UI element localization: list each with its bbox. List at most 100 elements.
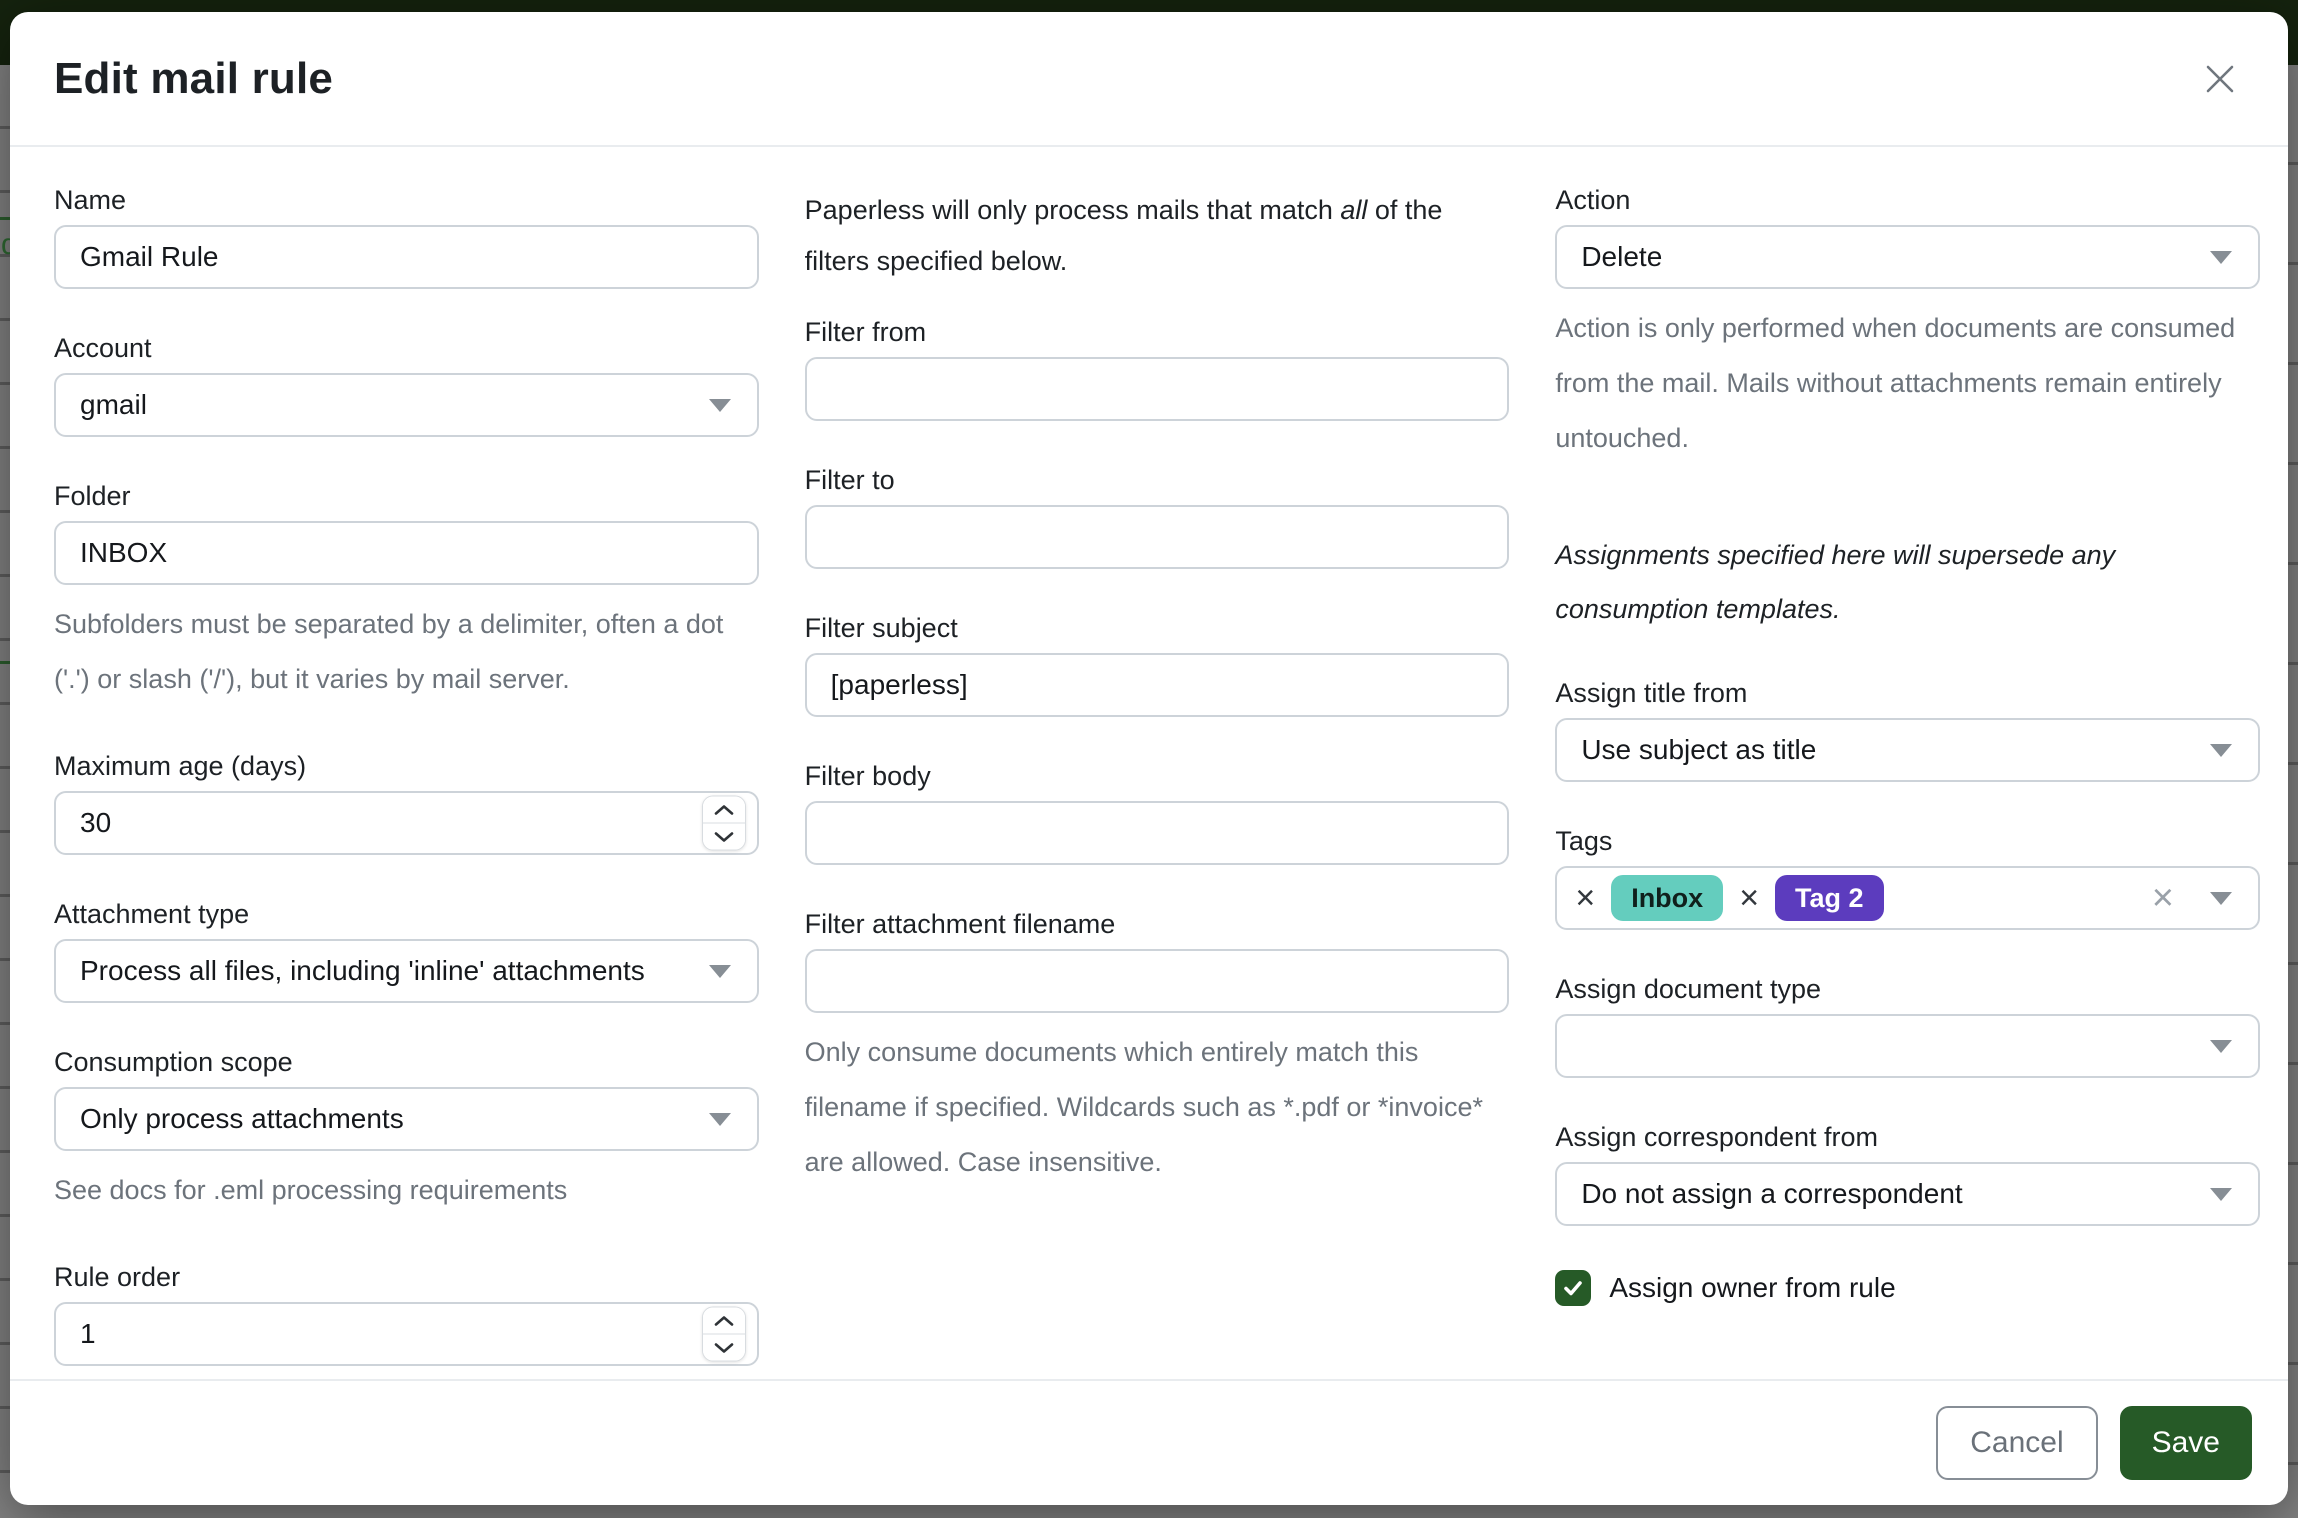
dimmed-green-border-bottom [0, 661, 12, 664]
action-label: Action [1555, 185, 1631, 215]
number-stepper [701, 795, 746, 851]
assign-doctype-label: Assign document type [1555, 974, 1821, 1004]
chevron-down-icon [2210, 251, 2232, 264]
chevron-down-icon [2210, 1040, 2232, 1053]
column-filters: Paperless will only process mails that m… [804, 185, 1510, 1379]
tag-remove-icon[interactable]: × [1575, 879, 1596, 917]
tags-clear-icon[interactable]: × [2151, 877, 2174, 919]
save-button[interactable]: Save [2119, 1406, 2252, 1480]
account-label: Account [54, 333, 152, 363]
dimmed-page-rows-left [0, 65, 12, 1518]
dialog-footer: Cancel Save [10, 1379, 2288, 1505]
name-group: Name Gmail Rule [54, 185, 759, 289]
attachment-type-group: Attachment type Process all files, inclu… [54, 899, 759, 1003]
tags-group: Tags × Inbox × Tag 2 × [1555, 826, 2260, 930]
filter-body-label: Filter body [804, 761, 931, 791]
tags-multiselect[interactable]: × Inbox × Tag 2 × [1555, 866, 2260, 930]
filter-attachment-help: Only consume documents which entirely ma… [804, 1037, 1483, 1177]
dialog-body: Name Gmail Rule Account gmail Folder INB… [10, 147, 2288, 1379]
filter-body-input[interactable] [804, 801, 1510, 865]
assign-correspondent-value: Do not assign a correspondent [1581, 1178, 1963, 1209]
assign-owner-row: Assign owner from rule [1555, 1270, 2260, 1306]
action-value: Delete [1581, 241, 1663, 272]
chevron-down-icon [714, 831, 733, 842]
checkmark-icon [1564, 1281, 1583, 1296]
filter-to-input[interactable] [804, 505, 1510, 569]
tags-label: Tags [1555, 826, 1613, 856]
rule-order-group: Rule order 1 [54, 1262, 759, 1366]
name-value: Gmail Rule [80, 241, 219, 272]
dialog-header: Edit mail rule [10, 12, 2288, 147]
attachment-type-label: Attachment type [54, 899, 250, 929]
name-label: Name [54, 185, 127, 215]
chevron-up-icon [714, 804, 733, 815]
filter-from-group: Filter from [804, 317, 1510, 421]
close-icon [2206, 65, 2234, 92]
close-button[interactable] [2192, 51, 2248, 107]
filter-attachment-label: Filter attachment filename [804, 909, 1116, 939]
filter-subject-label: Filter subject [804, 613, 958, 643]
chevron-down-icon [2210, 1188, 2232, 1201]
assign-title-select[interactable]: Use subject as title [1555, 718, 2260, 782]
column-actions: Action Delete Action is only performed w… [1555, 185, 2260, 1379]
assign-title-label: Assign title from [1555, 678, 1748, 708]
tag-chip-inbox[interactable]: Inbox [1611, 875, 1724, 921]
chevron-down-icon[interactable] [2210, 891, 2232, 905]
filter-to-label: Filter to [804, 465, 895, 495]
folder-group: Folder INBOX Subfolders must be separate… [54, 481, 759, 707]
folder-value: INBOX [80, 537, 168, 568]
assign-title-value: Use subject as title [1581, 734, 1817, 765]
filter-attachment-input[interactable] [804, 949, 1510, 1013]
folder-input[interactable]: INBOX [54, 521, 759, 585]
assign-doctype-select[interactable] [1555, 1014, 2260, 1078]
folder-help: Subfolders must be separated by a delimi… [54, 609, 724, 694]
assign-correspondent-select[interactable]: Do not assign a correspondent [1555, 1162, 2260, 1226]
filter-to-group: Filter to [804, 465, 1510, 569]
chevron-down-icon [708, 965, 731, 978]
account-select[interactable]: gmail [54, 373, 759, 437]
filter-body-group: Filter body [804, 761, 1510, 865]
filter-subject-input[interactable]: [paperless] [804, 653, 1510, 717]
account-value: gmail [80, 389, 147, 420]
attachment-type-select[interactable]: Process all files, including 'inline' at… [54, 939, 759, 1003]
rule-order-stepper[interactable]: 1 [54, 1302, 759, 1366]
chevron-down-icon [2210, 744, 2232, 757]
consumption-scope-select[interactable]: Only process attachments [54, 1087, 759, 1151]
max-age-stepper[interactable]: 30 [54, 791, 759, 855]
chevron-up-icon [714, 1315, 733, 1326]
chevron-down-icon [714, 1342, 733, 1353]
dimmed-page-rows-right [2287, 65, 2298, 1518]
tag-chip-tag2[interactable]: Tag 2 [1775, 875, 1884, 921]
max-age-group: Maximum age (days) 30 [54, 751, 759, 855]
number-stepper [701, 1306, 746, 1362]
account-group: Account gmail [54, 333, 759, 437]
tag-remove-icon[interactable]: × [1739, 879, 1760, 917]
rule-order-value: 1 [80, 1318, 96, 1349]
stepper-down-button[interactable] [702, 1333, 745, 1361]
dimmed-green-border-top [0, 217, 12, 220]
action-select[interactable]: Delete [1555, 225, 2260, 289]
filter-subject-group: Filter subject [paperless] [804, 613, 1510, 717]
max-age-label: Maximum age (days) [54, 751, 307, 781]
cancel-button[interactable]: Cancel [1936, 1406, 2098, 1480]
chevron-down-icon [708, 1113, 731, 1126]
attachment-type-value: Process all files, including 'inline' at… [80, 955, 645, 986]
max-age-value: 30 [80, 807, 112, 838]
filter-from-input[interactable] [804, 357, 1510, 421]
assign-owner-checkbox[interactable] [1555, 1270, 1592, 1306]
folder-label: Folder [54, 481, 131, 511]
tags-field-controls: × [2152, 868, 2232, 928]
stepper-up-button[interactable] [702, 1307, 745, 1334]
consumption-scope-group: Consumption scope Only process attachmen… [54, 1047, 759, 1218]
consumption-scope-value: Only process attachments [80, 1103, 404, 1134]
name-input[interactable]: Gmail Rule [54, 225, 759, 289]
assign-correspondent-label: Assign correspondent from [1555, 1122, 1878, 1152]
action-help: Action is only performed when documents … [1555, 313, 2236, 453]
assign-owner-label: Assign owner from rule [1609, 1272, 1896, 1303]
assign-correspondent-group: Assign correspondent from Do not assign … [1555, 1122, 2260, 1226]
filter-attachment-group: Filter attachment filename Only consume … [804, 909, 1510, 1190]
stepper-down-button[interactable] [702, 822, 745, 850]
assignments-note: Assignments specified here will supersed… [1555, 540, 2116, 624]
assign-doctype-group: Assign document type [1555, 974, 2260, 1078]
stepper-up-button[interactable] [702, 796, 745, 823]
